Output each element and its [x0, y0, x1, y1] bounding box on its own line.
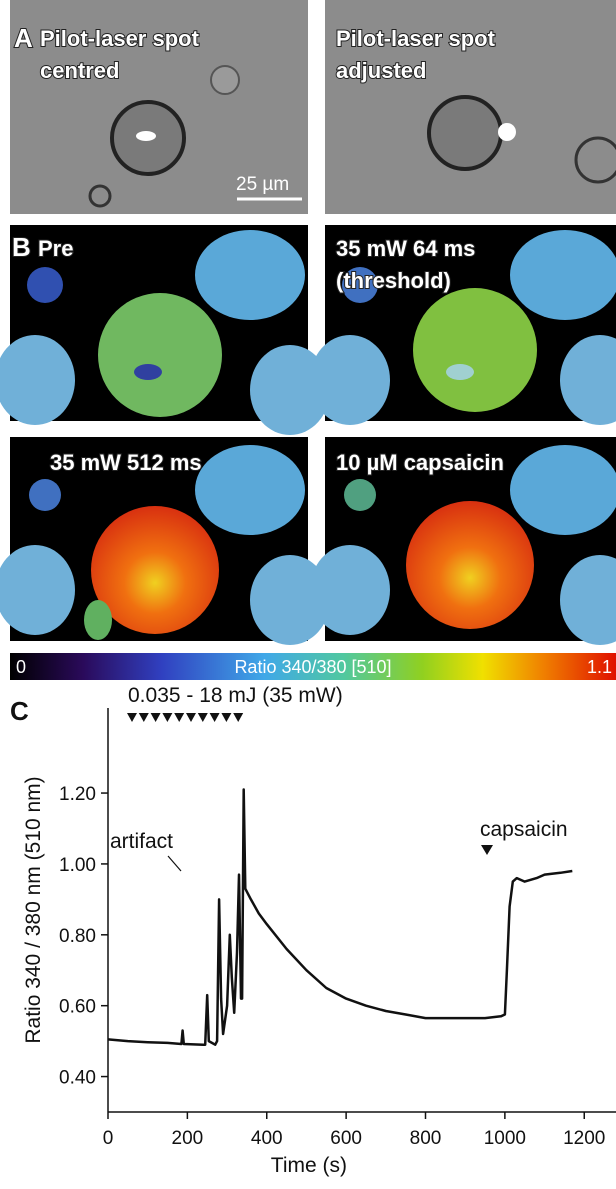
image-b-512ms [0, 437, 330, 645]
marker [197, 713, 208, 722]
panel-letter: A [14, 23, 33, 53]
x-tick-label: 1200 [563, 1128, 605, 1149]
image-b-capsaicin [310, 437, 616, 645]
image-b-pre [0, 225, 330, 435]
image-title: 35 mW 64 ms [336, 236, 475, 261]
x-tick-label: 1000 [484, 1128, 526, 1149]
y-tick-label: 1.20 [59, 784, 96, 805]
chart: 0.035 - 18 mJ (35 mW) capsaicin artifact… [22, 684, 616, 1177]
marker [221, 713, 232, 722]
marker [127, 713, 137, 722]
data-line [107, 788, 573, 1046]
marker [233, 713, 244, 722]
panel-letter: B [12, 232, 31, 262]
image-a-left [10, 0, 308, 214]
panel-letter: C [10, 696, 29, 726]
annotation: artifact [110, 830, 173, 853]
colorbar-low: 0 [16, 657, 26, 677]
y-tick-label: 0.60 [59, 997, 96, 1018]
image-title: Pre [38, 236, 73, 261]
scale-bar-label: 25 µm [236, 174, 289, 195]
annotation: 0.035 - 18 mJ (35 mW) [128, 684, 343, 707]
marker [138, 713, 149, 722]
marker [209, 713, 220, 722]
image-title: (threshold) [336, 268, 451, 293]
marker [481, 845, 493, 855]
marker [174, 713, 185, 722]
image-title: 35 mW 512 ms [50, 450, 202, 475]
x-tick-label: 400 [251, 1128, 283, 1149]
x-axis-label: Time (s) [271, 1154, 347, 1177]
image-title: 10 µM capsaicin [336, 450, 504, 475]
image-title: adjusted [336, 58, 426, 83]
image-title: Pilot-laser spot [40, 26, 200, 51]
marker [162, 713, 173, 722]
image-title: centred [40, 58, 119, 83]
x-tick-label: 200 [172, 1128, 204, 1149]
image-b-threshold [310, 225, 616, 425]
colorbar-high: 1.1 [587, 657, 612, 677]
y-tick-label: 0.40 [59, 1068, 96, 1089]
colorbar-label: Ratio 340/380 [510] [234, 657, 391, 677]
y-axis-label: Ratio 340 / 380 nm (510 nm) [22, 776, 45, 1043]
x-tick-label: 600 [330, 1128, 362, 1149]
marker [150, 713, 161, 722]
image-title: Pilot-laser spot [336, 26, 496, 51]
y-tick-label: 1.00 [59, 855, 96, 876]
annotation: capsaicin [480, 818, 568, 841]
marker [186, 713, 196, 722]
pointer [167, 855, 182, 872]
image-a-right [325, 0, 616, 214]
x-tick-label: 0 [103, 1128, 114, 1149]
x-tick-label: 800 [410, 1128, 442, 1149]
y-tick-label: 0.80 [59, 926, 96, 947]
colorbar [10, 653, 616, 680]
